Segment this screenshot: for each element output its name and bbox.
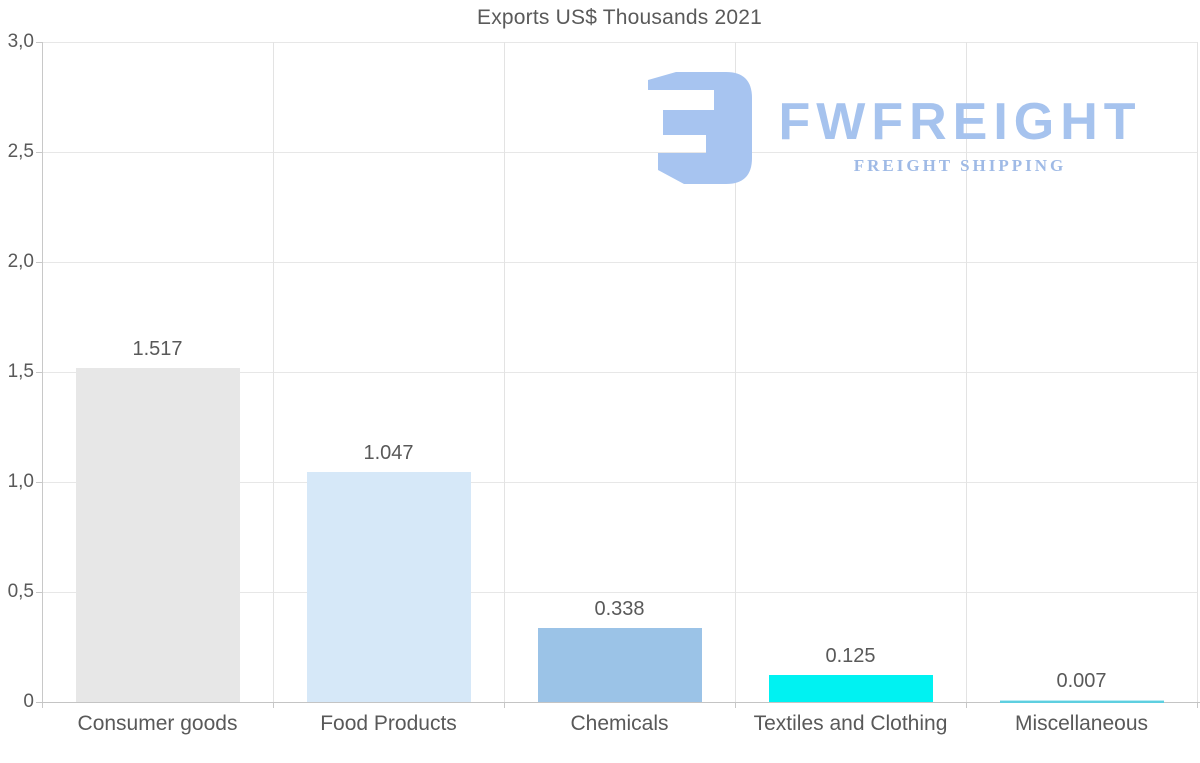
x-axis-tick [1197, 702, 1198, 708]
y-axis-label: 0,5 [7, 581, 34, 602]
gridline-horizontal [42, 262, 1197, 263]
y-axis-tick [36, 372, 42, 373]
bar-value-label: 0.007 [1056, 670, 1107, 692]
bar-food-products [306, 471, 471, 702]
bar-value-label: 1.047 [363, 441, 414, 464]
y-axis-label: 1,5 [7, 361, 34, 382]
y-axis-label: 0 [23, 691, 34, 712]
logo-tagline-text: FREIGHT SHIPPING [853, 156, 1067, 175]
y-axis-label: 2,0 [7, 251, 34, 272]
y-axis-tick [36, 42, 42, 43]
gridline-horizontal [42, 482, 1197, 483]
gridline-vertical [1197, 42, 1198, 702]
bar-chemicals [537, 627, 702, 702]
x-axis-label: Miscellaneous [1014, 712, 1149, 735]
x-axis-tick [735, 702, 736, 708]
x-axis-tick [273, 702, 274, 708]
bar-miscellaneous [999, 700, 1164, 703]
y-axis-line [42, 42, 43, 708]
freight-logo-mark-icon [648, 72, 752, 184]
x-axis-label: Chemicals [570, 712, 669, 735]
gridline-vertical [504, 42, 505, 702]
x-axis-label: Food Products [320, 712, 457, 735]
x-axis-tick [504, 702, 505, 708]
bar-textiles-and-clothing [768, 674, 933, 702]
bar-value-label: 0.338 [594, 597, 645, 620]
y-axis-label: 2,5 [7, 141, 34, 162]
logo: FWFREIGHT FREIGHT SHIPPING [647, 70, 1152, 184]
x-axis-tick [966, 702, 967, 708]
chart-title: Exports US$ Thousands 2021 [477, 6, 762, 29]
gridline-horizontal [42, 42, 1197, 43]
gridline-vertical [735, 42, 736, 702]
bar-consumer-goods [75, 368, 240, 702]
gridline-vertical [273, 42, 274, 702]
y-axis-tick [36, 152, 42, 153]
y-axis-label: 1,0 [7, 471, 34, 492]
y-axis-tick [36, 482, 42, 483]
y-axis-label: 3,0 [7, 31, 34, 52]
logo-brand-text: FWFREIGHT [778, 93, 1142, 151]
gridline-horizontal [42, 372, 1197, 373]
gridline-vertical [966, 42, 967, 702]
gridline-horizontal [42, 152, 1197, 153]
x-axis-label: Textiles and Clothing [753, 712, 948, 735]
x-axis-label: Consumer goods [77, 712, 238, 735]
gridline-horizontal [42, 592, 1197, 593]
x-axis-line [36, 702, 1200, 703]
bar-value-label: 0.125 [825, 644, 876, 667]
y-axis-tick [36, 262, 42, 263]
y-axis-tick [36, 592, 42, 593]
bar-value-label: 1.517 [132, 338, 183, 361]
